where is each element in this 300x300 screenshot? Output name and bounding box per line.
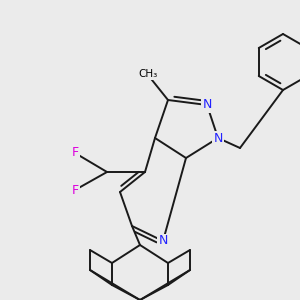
Text: N: N xyxy=(202,98,212,112)
Text: F: F xyxy=(71,184,79,196)
Text: N: N xyxy=(213,131,223,145)
Text: CH₃: CH₃ xyxy=(138,69,158,79)
Text: F: F xyxy=(71,146,79,160)
Text: N: N xyxy=(158,235,168,248)
